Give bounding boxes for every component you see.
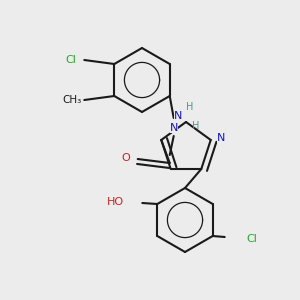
Text: N: N (169, 123, 178, 133)
Text: O: O (121, 153, 130, 163)
Text: H: H (186, 102, 194, 112)
Text: N: N (174, 111, 182, 121)
Text: CH₃: CH₃ (62, 95, 81, 105)
Text: HO: HO (107, 197, 124, 207)
Text: Cl: Cl (65, 55, 76, 65)
Text: Cl: Cl (247, 234, 258, 244)
Text: H: H (192, 121, 199, 131)
Text: N: N (217, 133, 225, 143)
